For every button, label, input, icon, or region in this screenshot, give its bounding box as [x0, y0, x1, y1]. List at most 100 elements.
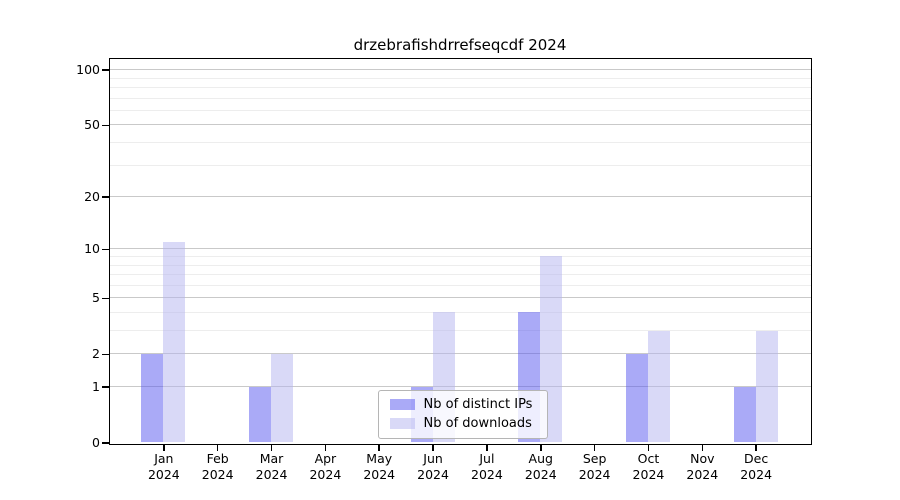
gridline-minor	[109, 97, 811, 99]
x-tick-month: Feb	[206, 451, 229, 466]
y-tick-mark	[102, 297, 109, 299]
y-tick-label: 20	[84, 189, 100, 205]
x-tick-year: 2024	[471, 467, 503, 482]
bar-downloads	[271, 353, 294, 443]
bar-downloads	[755, 330, 778, 443]
x-tick-month: Apr	[314, 451, 337, 466]
x-tick-label: May 2024	[339, 451, 419, 483]
gridline-major	[109, 124, 811, 126]
y-tick-mark	[102, 442, 109, 444]
legend-entry: Nb of downloads	[389, 415, 539, 432]
x-tick-year: 2024	[578, 467, 611, 482]
x-tick-label: Aug 2024	[501, 451, 581, 483]
x-tick-year: 2024	[417, 467, 449, 482]
x-tick-month: Aug	[528, 451, 553, 466]
x-tick-year: 2024	[309, 467, 342, 482]
x-tick-mark	[486, 444, 488, 451]
legend: Nb of distinct IPs Nb of downloads	[377, 389, 548, 439]
gridline-minor	[109, 264, 811, 266]
x-tick-label: Jul 2024	[447, 451, 527, 483]
y-tick-label: 100	[76, 62, 100, 78]
y-tick-mark	[102, 124, 109, 127]
y-tick-label: 5	[92, 290, 100, 306]
y-tick-mark	[102, 196, 109, 198]
x-tick-mark	[593, 444, 596, 451]
x-tick-label: Nov 2024	[662, 451, 742, 483]
x-tick-mark	[216, 444, 219, 451]
x-tick-mark	[701, 444, 704, 451]
legend-label: Nb of downloads	[423, 415, 532, 431]
x-tick-month: Jun	[423, 451, 443, 466]
x-tick-label: Jun 2024	[393, 451, 473, 483]
x-tick-mark	[163, 444, 165, 451]
gridline-major	[109, 297, 811, 299]
x-tick-month: Nov	[690, 451, 715, 466]
x-tick-label: Apr 2024	[285, 451, 365, 483]
gridline-minor	[109, 87, 811, 88]
gridline-minor	[109, 330, 811, 331]
gridline-minor	[109, 274, 811, 276]
x-tick-month: Sep	[582, 451, 607, 466]
x-tick-label: Jan 2024	[124, 451, 204, 483]
y-tick-mark	[102, 386, 109, 388]
chart-title: drzebrafishdrrefseqcdf 2024	[353, 36, 567, 54]
bar-distinct-ips	[249, 386, 272, 443]
x-tick-year: 2024	[686, 467, 719, 482]
y-tick-mark	[102, 248, 109, 251]
x-tick-month: Dec	[744, 451, 769, 466]
x-tick-mark	[324, 444, 327, 451]
x-tick-label: Dec 2024	[716, 451, 796, 483]
gridline-minor	[109, 109, 811, 111]
x-tick-mark	[647, 444, 650, 451]
x-tick-mark	[378, 444, 380, 451]
y-tick-label: 0	[92, 435, 100, 450]
legend-swatch-distinct-ips	[389, 399, 415, 410]
x-tick-year: 2024	[255, 467, 288, 482]
x-tick-mark	[755, 444, 757, 451]
x-tick-label: Sep 2024	[555, 451, 635, 483]
x-tick-year: 2024	[201, 467, 234, 482]
gridline-minor	[109, 77, 811, 79]
gridline-major	[109, 353, 811, 355]
x-tick-year: 2024	[147, 467, 180, 482]
x-tick-year: 2024	[740, 467, 773, 482]
bar-downloads	[163, 241, 186, 443]
gridline-major	[109, 248, 811, 250]
gridline-minor	[109, 164, 811, 166]
x-tick-month: Mar	[259, 451, 284, 466]
y-tick-label: 2	[92, 346, 100, 362]
legend-swatch-downloads	[389, 418, 415, 429]
gridline-minor	[109, 142, 811, 143]
x-tick-year: 2024	[524, 467, 557, 482]
x-tick-month: Jul	[479, 451, 495, 466]
bar-distinct-ips	[625, 353, 648, 443]
bar-distinct-ips	[733, 386, 756, 443]
x-tick-month: Jan	[154, 451, 174, 466]
y-tick-label: 50	[84, 117, 100, 133]
gridline-minor	[109, 284, 811, 286]
y-tick-mark	[102, 69, 109, 71]
gridline-major	[109, 386, 811, 387]
bar-downloads	[647, 330, 670, 443]
legend-entry: Nb of distinct IPs	[389, 396, 539, 413]
x-tick-label: Mar 2024	[232, 451, 312, 483]
x-tick-month: Oct	[637, 451, 660, 466]
bar-distinct-ips	[141, 353, 164, 443]
x-tick-year: 2024	[363, 467, 396, 482]
x-tick-mark	[432, 444, 434, 451]
x-tick-mark	[270, 444, 273, 451]
legend-label: Nb of distinct IPs	[423, 396, 533, 412]
x-tick-mark	[540, 444, 542, 451]
gridline-major	[109, 196, 811, 198]
y-tick-label: 1	[92, 379, 100, 394]
gridline-minor	[109, 255, 811, 257]
gridline-major	[109, 69, 811, 71]
x-tick-label: Oct 2024	[608, 451, 688, 483]
x-tick-month: May	[366, 451, 393, 466]
plot-area: Nb of distinct IPs Nb of downloads	[108, 57, 812, 445]
y-tick-mark	[102, 353, 109, 355]
x-tick-label: Feb 2024	[178, 451, 258, 483]
gridline-minor	[109, 311, 811, 313]
y-tick-label: 10	[84, 241, 100, 257]
